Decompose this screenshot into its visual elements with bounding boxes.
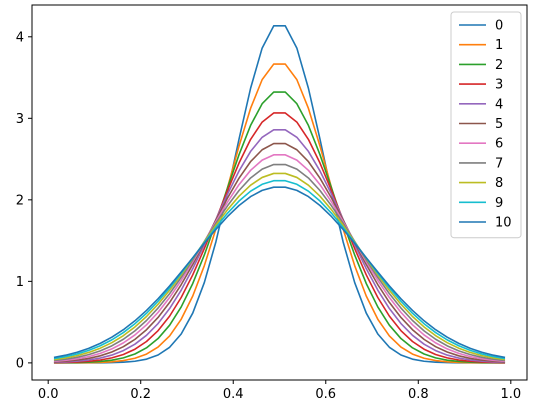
y-tick-label: 3	[16, 112, 24, 127]
y-tick-label: 4	[16, 30, 24, 45]
series-line-0	[53, 25, 506, 364]
series-line-10	[53, 186, 506, 359]
legend-label-7: 7	[495, 156, 503, 171]
series-layer	[53, 25, 506, 364]
series-line-4	[53, 129, 506, 364]
axes-frame	[31, 4, 528, 381]
legend-label-10: 10	[495, 216, 512, 231]
x-tick-label: 0.6	[315, 387, 336, 402]
series-line-3	[53, 112, 506, 364]
series-line-7	[53, 163, 506, 362]
series-line-2	[53, 91, 506, 364]
legend-label-6: 6	[495, 137, 503, 152]
legend-label-5: 5	[495, 117, 503, 132]
y-tick-label: 0	[16, 356, 24, 371]
legend-label-8: 8	[495, 176, 503, 191]
series-line-6	[53, 154, 506, 363]
legend-label-3: 3	[495, 78, 503, 93]
legend-label-1: 1	[495, 38, 503, 53]
legend: 0 1 2 3 4 5 6 7 8 9 10	[450, 11, 522, 239]
x-tick-label: 1.0	[500, 387, 521, 402]
legend-label-0: 0	[495, 19, 503, 34]
series-line-5	[53, 142, 506, 363]
series-line-9	[53, 179, 506, 360]
x-axis: 0.0 0.2 0.4 0.6 0.8 1.0	[38, 380, 521, 402]
y-tick-label: 1	[16, 275, 24, 290]
x-tick-label: 0.8	[408, 387, 429, 402]
legend-label-9: 9	[495, 196, 503, 211]
x-tick-label: 0.2	[130, 387, 151, 402]
y-axis: 0 1 2 3 4	[16, 30, 32, 371]
legend-label-4: 4	[495, 97, 503, 112]
series-line-1	[53, 63, 506, 364]
legend-label-2: 2	[495, 58, 503, 73]
y-tick-label: 2	[16, 193, 24, 208]
legend-box	[450, 11, 522, 239]
x-tick-label: 0.4	[223, 387, 244, 402]
x-tick-label: 0.0	[38, 387, 59, 402]
series-line-8	[53, 172, 506, 361]
